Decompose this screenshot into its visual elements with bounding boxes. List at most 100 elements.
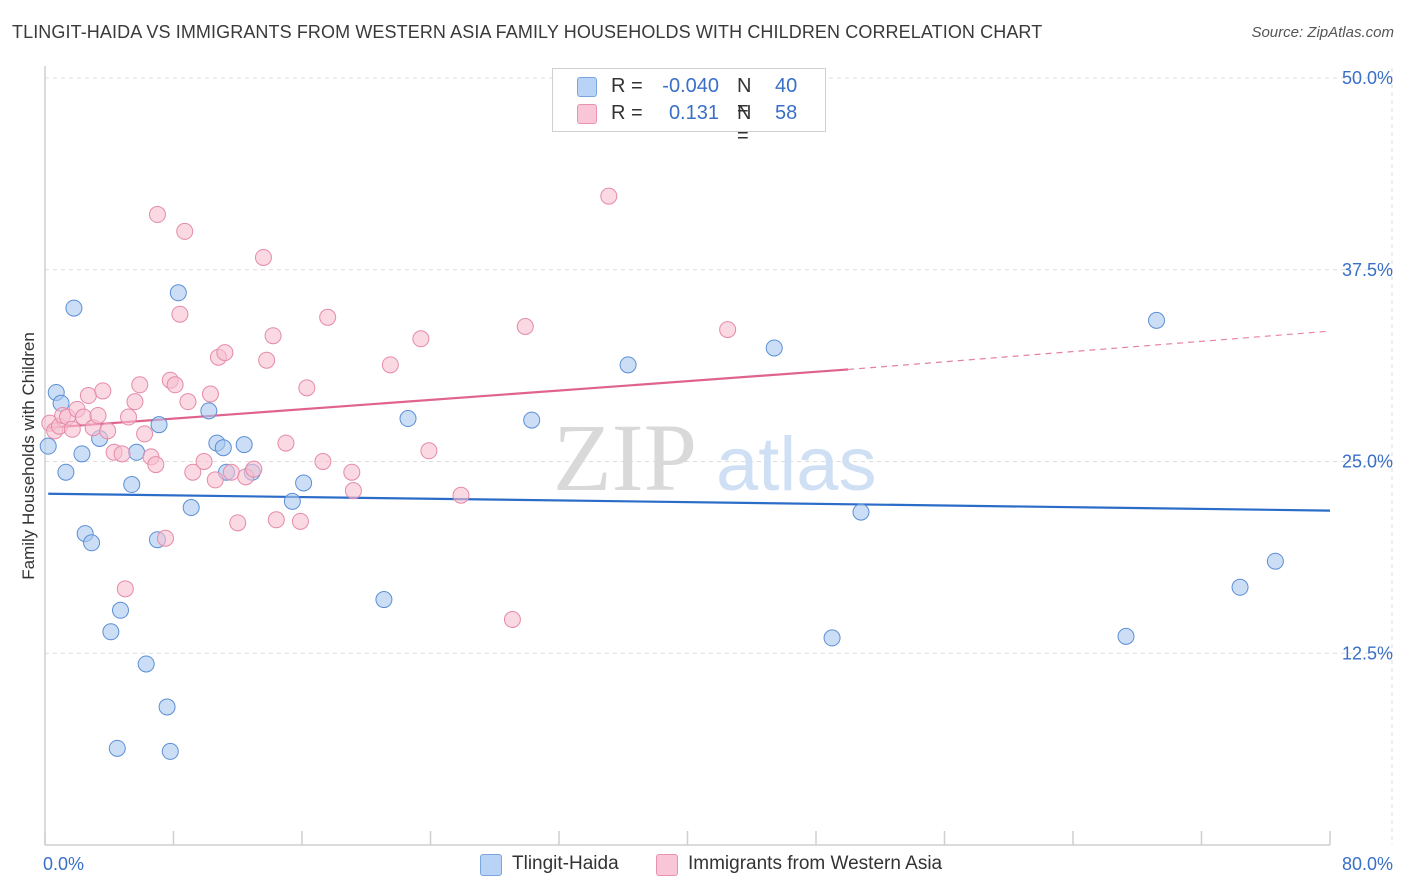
data-point-western-asia <box>120 408 138 426</box>
data-point-western-asia <box>600 187 618 205</box>
axes <box>44 66 1331 846</box>
watermark-atlas: atlas <box>716 422 877 507</box>
data-point-western-asia <box>136 425 154 443</box>
trend-line-0 <box>48 492 1331 512</box>
data-point-tlingit-haida <box>852 503 870 521</box>
data-point-western-asia <box>254 248 272 266</box>
data-point-western-asia <box>94 382 112 400</box>
legend-n-label: N = <box>737 75 752 120</box>
y-axis-label: Family Households with Children <box>19 332 38 580</box>
y-tick-label: 25.0% <box>1342 452 1393 472</box>
data-point-tlingit-haida <box>83 534 101 552</box>
data-point-western-asia <box>216 344 234 362</box>
data-point-tlingit-haida <box>214 439 232 457</box>
data-point-western-asia <box>381 356 399 374</box>
data-point-western-asia <box>229 514 247 532</box>
data-point-tlingit-haida <box>73 445 91 463</box>
data-point-western-asia <box>314 453 332 470</box>
chart-title: TLINGIT-HAIDA VS IMMIGRANTS FROM WESTERN… <box>12 22 1043 42</box>
data-point-tlingit-haida <box>108 739 126 757</box>
legend-swatch-tlingit-haida <box>577 77 597 97</box>
legend-swatch-tlingit-haida <box>480 854 502 876</box>
data-point-western-asia <box>344 482 362 500</box>
data-point-western-asia <box>420 442 438 460</box>
x-tick-label-min: 0.0% <box>43 854 84 874</box>
legend-swatch-western-asia <box>656 854 678 876</box>
legend-swatch-western-asia <box>577 104 597 124</box>
gridlines <box>45 68 1393 845</box>
trend-line-extension-1 <box>848 330 1331 371</box>
legend-r-label: R = <box>611 102 643 124</box>
legend-n-value: 58 <box>775 102 798 124</box>
data-point-western-asia <box>79 387 97 405</box>
data-point-western-asia <box>319 308 337 326</box>
data-point-tlingit-haida <box>65 299 83 317</box>
legend-r-value: 0.131 <box>668 102 719 124</box>
y-tick-label: 50.0% <box>1342 68 1393 88</box>
series-legend: Tlingit-Haida Immigrants from Western As… <box>0 852 1406 878</box>
trend-line-1 <box>48 368 849 429</box>
data-point-tlingit-haida <box>523 411 541 429</box>
data-point-tlingit-haida <box>1117 627 1135 645</box>
data-point-tlingit-haida <box>1148 311 1166 329</box>
data-point-western-asia <box>516 318 534 336</box>
data-point-western-asia <box>89 406 107 424</box>
watermark-zip: ZIP <box>553 404 697 511</box>
data-point-western-asia <box>184 463 202 481</box>
data-point-tlingit-haida <box>158 698 176 716</box>
data-point-western-asia <box>267 511 285 529</box>
legend-r-label: R = <box>611 75 643 97</box>
data-point-western-asia <box>147 456 165 474</box>
data-point-western-asia <box>166 376 184 394</box>
data-point-tlingit-haida <box>200 402 218 420</box>
data-point-western-asia <box>277 434 295 452</box>
data-point-western-asia <box>343 463 361 481</box>
data-point-western-asia <box>719 321 737 339</box>
legend-n-label: N = <box>737 102 752 147</box>
data-point-tlingit-haida <box>1231 578 1249 596</box>
data-point-western-asia <box>113 445 131 463</box>
data-point-western-asia <box>298 379 316 397</box>
data-point-western-asia <box>222 463 240 481</box>
y-tick-label: 37.5% <box>1342 260 1393 280</box>
data-points <box>39 187 1284 760</box>
x-tick-label-max: 80.0% <box>1342 854 1393 874</box>
legend-label-tlingit-haida: Tlingit-Haida <box>512 853 619 874</box>
data-point-tlingit-haida <box>182 499 200 517</box>
legend-n-value: 40 <box>775 75 798 97</box>
correlation-legend: R = -0.040 N = 40 R = 0.131 N = 58 <box>552 68 826 147</box>
data-point-western-asia <box>264 327 282 345</box>
tick-labels: 12.5% 25.0% 37.5% 50.0% 0.0% 80.0% <box>43 68 1393 874</box>
data-point-western-asia <box>503 611 521 629</box>
data-point-tlingit-haida <box>111 601 129 619</box>
data-point-tlingit-haida <box>619 356 637 374</box>
data-point-tlingit-haida <box>283 492 301 510</box>
data-point-western-asia <box>201 385 219 403</box>
data-point-tlingit-haida <box>765 339 783 357</box>
data-point-western-asia <box>195 453 213 470</box>
data-point-tlingit-haida <box>39 437 57 455</box>
data-point-western-asia <box>99 422 117 440</box>
data-point-western-asia <box>176 222 194 240</box>
zipatlas-watermark: ZIP atlas <box>553 404 877 511</box>
data-point-western-asia <box>63 420 81 438</box>
data-point-tlingit-haida <box>123 476 141 494</box>
data-point-tlingit-haida <box>150 416 168 434</box>
data-point-western-asia <box>131 376 149 394</box>
data-point-western-asia <box>245 460 263 478</box>
data-point-western-asia <box>258 351 276 369</box>
data-point-western-asia <box>291 512 309 530</box>
data-point-western-asia <box>206 471 224 489</box>
legend-label-western-asia: Immigrants from Western Asia <box>688 853 943 874</box>
trend-lines <box>48 330 1331 512</box>
legend-r-value: -0.040 <box>662 75 719 97</box>
data-point-tlingit-haida <box>295 474 313 492</box>
data-point-tlingit-haida <box>1266 552 1284 570</box>
data-point-western-asia <box>452 486 470 504</box>
data-point-tlingit-haida <box>169 284 187 302</box>
data-point-western-asia <box>148 206 166 224</box>
data-point-tlingit-haida <box>128 443 146 461</box>
data-point-tlingit-haida <box>823 629 841 647</box>
source-credit: Source: ZipAtlas.com <box>1251 24 1394 41</box>
data-point-tlingit-haida <box>375 591 393 609</box>
